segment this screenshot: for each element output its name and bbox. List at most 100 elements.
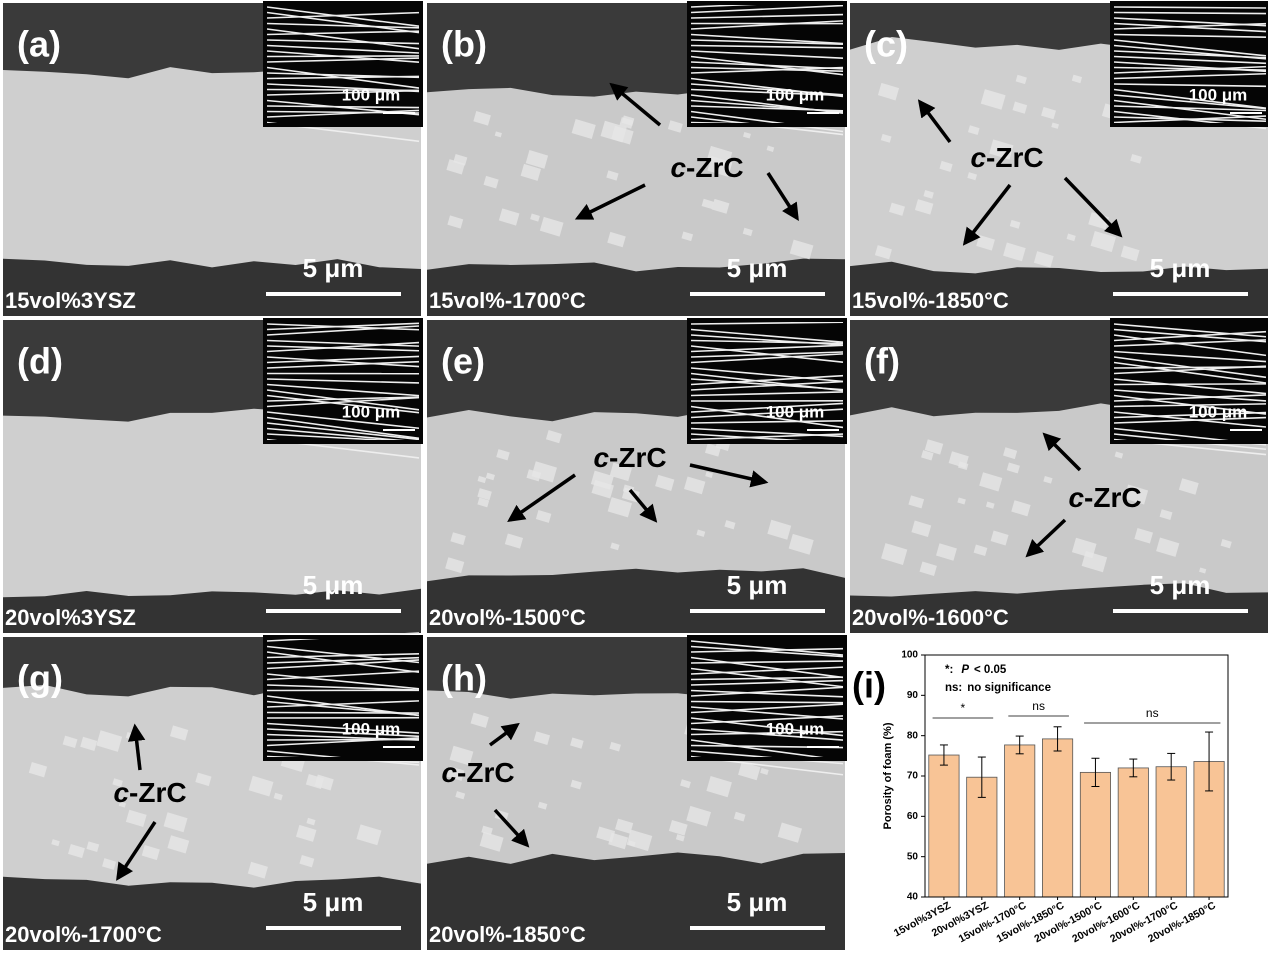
grain: [531, 461, 557, 483]
grain: [195, 772, 212, 787]
grain: [788, 533, 814, 555]
grain: [306, 817, 316, 826]
inset-strut: [690, 33, 844, 45]
inset-strut: [1113, 389, 1267, 402]
grain: [455, 791, 466, 800]
inset-strut: [266, 728, 420, 738]
grain: [924, 439, 944, 455]
inset-strut: [690, 66, 844, 74]
grain: [1159, 509, 1173, 520]
grain: [496, 449, 510, 461]
significance-note: ns: no significance: [945, 682, 1051, 694]
inset-strut: [690, 660, 844, 664]
grain: [766, 145, 775, 152]
grain: [936, 543, 957, 561]
note-key: ns:: [945, 682, 962, 694]
inset-strut: [690, 39, 844, 45]
inset-strut: [266, 88, 420, 92]
sample-label: 15vol%3YSZ: [5, 288, 136, 313]
grain: [299, 854, 315, 868]
inset-strut: [1113, 365, 1267, 375]
grain: [1156, 537, 1180, 557]
phase-annotation: c-ZrC: [1068, 482, 1141, 513]
inset-strut: [266, 396, 420, 408]
inset-strut: [266, 22, 420, 29]
inset-strut: [690, 656, 844, 679]
grain: [1071, 74, 1083, 84]
micrograph-panel: 100 μm (h) 20vol%-1850°C 5 μm c-ZrC: [427, 635, 847, 950]
arrow: [689, 463, 769, 488]
phase-name: -ZrC: [609, 442, 667, 473]
inset-strut: [1113, 94, 1267, 110]
grain: [1011, 500, 1031, 517]
inset-strut: [690, 321, 844, 325]
grain: [777, 822, 802, 843]
grain: [477, 497, 490, 508]
bar: [1042, 738, 1074, 898]
phase-italic: c: [593, 442, 609, 473]
y-axis-label: Porosity of foam (%): [882, 722, 894, 829]
inset-strut: [690, 645, 844, 658]
grain: [51, 839, 60, 847]
grain: [990, 530, 1009, 546]
inset-strut: [690, 328, 844, 343]
inset-strut: [690, 20, 844, 30]
inset-strut: [690, 374, 844, 386]
grain: [96, 730, 123, 752]
y-tick-label: 80: [907, 730, 919, 741]
grain: [483, 175, 499, 189]
inset-scale-label: 100 μm: [766, 402, 825, 421]
grain: [28, 762, 48, 778]
inset-strut: [266, 75, 420, 80]
grain: [606, 170, 619, 181]
inset-strut: [266, 39, 420, 45]
grain: [675, 834, 685, 842]
micrograph-panel: 100 μm (g) 20vol%-1700°C 5 μm c-ZrC: [3, 632, 423, 950]
grain: [167, 835, 190, 854]
grain: [1051, 122, 1060, 129]
inset-strut: [266, 422, 420, 441]
inset-scale-label: 100 μm: [1189, 85, 1248, 104]
y-tick-label: 50: [907, 851, 919, 862]
grain: [163, 812, 188, 833]
grain: [908, 495, 925, 509]
arrow: [488, 722, 520, 747]
grain: [356, 824, 382, 846]
significance-note: *: P < 0.05: [945, 664, 1007, 676]
y-tick-label: 40: [907, 892, 919, 903]
grain: [1199, 567, 1207, 574]
grain: [449, 745, 474, 766]
arrow: [1025, 518, 1067, 558]
inset-strut: [1113, 6, 1267, 9]
grain: [125, 809, 147, 828]
grain: [967, 172, 978, 181]
panel-label: (a): [17, 24, 61, 65]
grain: [705, 471, 713, 479]
inset-frame: [687, 318, 847, 444]
grain: [985, 501, 995, 509]
inset-strut: [266, 105, 420, 109]
grain: [525, 150, 549, 169]
inset-strut: [1113, 361, 1267, 384]
note-italic: P: [961, 664, 969, 676]
error-bar: [1015, 735, 1024, 755]
inset-strut: [690, 351, 844, 358]
phase-italic: c: [670, 152, 686, 183]
pore-region: [3, 588, 421, 633]
inset-strut: [1113, 66, 1267, 71]
inset-frame: [1110, 1, 1268, 127]
grain: [743, 131, 751, 139]
grain: [686, 805, 712, 827]
inset-strut: [690, 380, 844, 391]
grain: [706, 775, 732, 798]
panel-label: (e): [441, 341, 485, 382]
grain: [1006, 462, 1020, 474]
grain: [607, 497, 632, 518]
grain: [979, 472, 1003, 492]
grain: [141, 844, 160, 861]
grain: [957, 461, 969, 471]
significance-label: *: [961, 701, 966, 715]
arrow: [917, 99, 952, 144]
grain: [919, 561, 937, 576]
